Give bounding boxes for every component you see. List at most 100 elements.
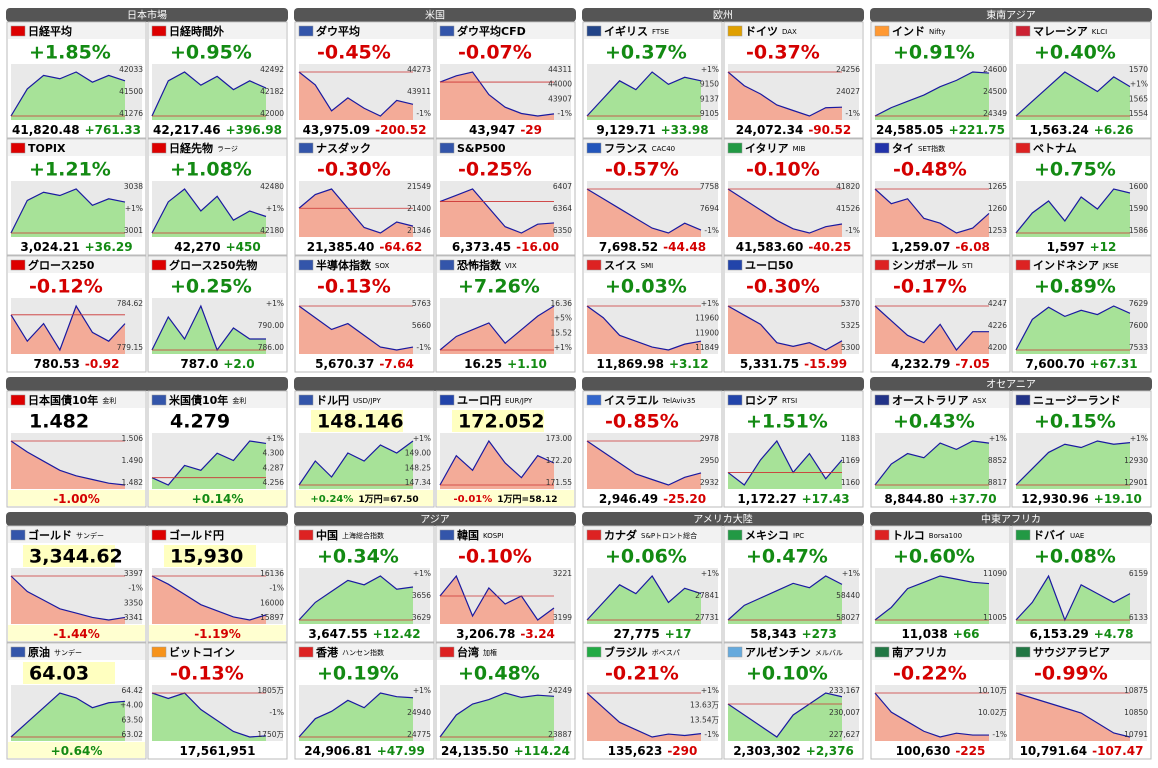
- spark-area: [440, 189, 554, 237]
- axis-label: 42000: [260, 109, 284, 118]
- axis-label: 1590: [1129, 204, 1148, 213]
- axis-label: 23887: [548, 730, 572, 739]
- foot-value: 11,038: [901, 627, 947, 641]
- tile-head: 148.146: [317, 411, 404, 433]
- tile-name-main: ダウ平均CFD: [457, 24, 526, 38]
- tile-foot: +0.24% 1万円=67.50: [310, 494, 418, 506]
- spark-area: [440, 576, 554, 624]
- foot-value: 24,906.81: [304, 744, 372, 758]
- spark-line: [10, 188, 126, 234]
- tile-name: トルコ Borsa100: [892, 529, 962, 542]
- tile-name-main: スイス: [604, 259, 637, 272]
- axis-label: 3656: [412, 591, 431, 600]
- tile-name-main: トルコ: [892, 529, 925, 542]
- axis-label: 27731: [695, 613, 719, 622]
- tile-name: 中国 上海総合指数: [316, 528, 384, 542]
- tile-foot: 2,946.49 -25.20: [599, 492, 706, 506]
- flag: [439, 646, 455, 658]
- flag: [10, 529, 26, 541]
- group-header: [870, 512, 1152, 526]
- axis-label: 15.52: [551, 328, 573, 337]
- group-title: オセアニア: [986, 379, 1036, 391]
- tile-name: TOPIX: [28, 142, 66, 155]
- tile-foot: 1,259.07 -6.08: [891, 240, 990, 254]
- tile-head: -0.30%: [746, 276, 820, 298]
- group-header: [6, 8, 288, 22]
- axis-label: 779.15: [117, 343, 143, 352]
- tile-foot: 4,232.79 -7.05: [891, 357, 990, 371]
- tile-name-sub: TelAviv35: [662, 397, 696, 405]
- tile-head: +0.15%: [1034, 411, 1116, 433]
- spark-area: [875, 306, 989, 354]
- spark-line: [874, 188, 990, 234]
- tile-head: +1.21%: [29, 159, 111, 181]
- foot-value: +0.64%: [51, 744, 103, 758]
- axis-label: -1%: [992, 730, 1007, 739]
- axis-label: 4.256: [263, 478, 285, 487]
- foot-value: 42,217.46: [153, 123, 221, 137]
- spark-line: [874, 440, 990, 486]
- tile-name: ニュージーランド: [1033, 394, 1121, 407]
- foot-value: -25.20: [663, 492, 706, 506]
- tile-name-main: グロース250先物: [169, 258, 257, 272]
- foot-value: +12: [1090, 240, 1117, 254]
- tile-name-sub: SOX: [375, 262, 390, 270]
- group-title: 日本市場: [127, 9, 167, 22]
- foot-value: -15.99: [804, 357, 847, 371]
- tile-foot: -1.44%: [53, 627, 100, 641]
- tile-name-sub: IPC: [793, 532, 804, 540]
- tile-head: +0.48%: [458, 663, 540, 685]
- tile-name-sub: Nifty: [929, 28, 945, 36]
- axis-label: 6133: [1129, 613, 1148, 622]
- foot-value: 58,343: [750, 627, 796, 641]
- foot-value: 1,259.07: [891, 240, 950, 254]
- spark-line: [874, 71, 990, 117]
- axis-label: 2978: [700, 434, 719, 443]
- axis-label: 6350: [553, 226, 572, 235]
- tile-head: -0.12%: [29, 276, 103, 298]
- foot-value: 41,583.60: [736, 240, 804, 254]
- group-header: [870, 8, 1152, 22]
- tile-name: ゴールド サンデー: [28, 528, 104, 542]
- flag: [439, 394, 455, 406]
- axis-label: 11090: [983, 569, 1007, 578]
- tile-name-main: 原油: [28, 645, 50, 659]
- tile-head: -0.17%: [893, 276, 967, 298]
- tile-header: [437, 527, 574, 543]
- axis-label: 1565: [1129, 94, 1148, 103]
- tile-name: ユーロ円 EUR/JPY: [457, 394, 533, 407]
- tile-head: 172.052: [458, 411, 545, 433]
- tile-head: +0.75%: [1034, 159, 1116, 181]
- spark-area: [299, 189, 413, 237]
- axis-label: 1265: [988, 182, 1007, 191]
- tile-head: 64.03: [29, 663, 89, 685]
- foot-value: 787.0: [180, 357, 218, 371]
- axis-label: 6364: [553, 204, 572, 213]
- axis-label: 41276: [119, 109, 143, 118]
- axis-label: 21346: [407, 226, 431, 235]
- spark-area: [587, 441, 701, 489]
- foot-value: 5,670.37: [315, 357, 374, 371]
- tile-foot: 24,585.05 +221.75: [876, 123, 1005, 137]
- tile-header: [149, 257, 286, 273]
- flag: [10, 394, 26, 406]
- axis-label: 1.506: [122, 434, 144, 443]
- spark-line: [727, 439, 843, 486]
- foot-value: +17.43: [802, 492, 850, 506]
- tile-head: +0.47%: [746, 546, 828, 568]
- spark-area: [152, 693, 266, 741]
- tile-header: [584, 257, 721, 273]
- tile-foot: 10,791.64 -107.47: [1020, 744, 1144, 758]
- tile-name: グロース250: [28, 258, 95, 272]
- axis-label: 43907: [548, 94, 572, 103]
- spark-line: [727, 71, 843, 117]
- axis-label: 4200: [988, 343, 1007, 352]
- axis-label: 24349: [983, 109, 1007, 118]
- spark-line: [586, 440, 702, 486]
- tile-header: [725, 527, 862, 543]
- tile-foot: 1,172.27 +17.43: [737, 492, 849, 506]
- spark-area: [1016, 441, 1130, 489]
- spark-line: [439, 305, 555, 351]
- tile-head: -0.13%: [170, 663, 244, 685]
- tile-head: +7.26%: [458, 276, 540, 298]
